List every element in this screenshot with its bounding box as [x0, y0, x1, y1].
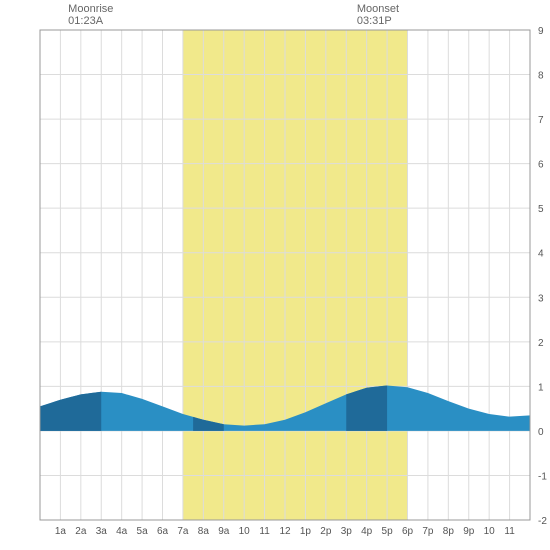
- svg-text:2: 2: [538, 338, 544, 349]
- svg-text:7a: 7a: [177, 526, 189, 537]
- svg-text:2p: 2p: [320, 526, 332, 537]
- svg-text:9p: 9p: [463, 526, 475, 537]
- svg-text:0: 0: [538, 427, 544, 438]
- svg-text:8: 8: [538, 71, 544, 82]
- svg-text:11: 11: [259, 526, 270, 537]
- svg-text:5: 5: [538, 204, 544, 215]
- svg-text:12: 12: [279, 526, 291, 537]
- chart-svg: -2-101234567891a2a3a4a5a6a7a8a9a1011121p…: [0, 0, 550, 550]
- svg-text:1: 1: [538, 382, 544, 393]
- svg-text:7p: 7p: [422, 526, 434, 537]
- svg-text:8p: 8p: [443, 526, 455, 537]
- svg-text:7: 7: [538, 115, 544, 126]
- tide-chart: -2-101234567891a2a3a4a5a6a7a8a9a1011121p…: [0, 0, 550, 550]
- svg-text:6p: 6p: [402, 526, 414, 537]
- moonset-label: Moonset: [357, 3, 399, 15]
- svg-text:5p: 5p: [382, 526, 394, 537]
- svg-text:3: 3: [538, 293, 544, 304]
- moonrise-time: 01:23A: [68, 15, 104, 27]
- svg-text:10: 10: [239, 526, 251, 537]
- svg-text:2a: 2a: [75, 526, 87, 537]
- svg-text:9: 9: [538, 26, 544, 37]
- svg-text:5a: 5a: [137, 526, 149, 537]
- svg-text:10: 10: [484, 526, 496, 537]
- svg-text:9a: 9a: [218, 526, 230, 537]
- svg-text:3p: 3p: [341, 526, 353, 537]
- svg-text:4: 4: [538, 249, 544, 260]
- svg-text:4a: 4a: [116, 526, 128, 537]
- svg-text:1a: 1a: [55, 526, 67, 537]
- moonrise-label: Moonrise: [68, 3, 113, 15]
- svg-text:8a: 8a: [198, 526, 210, 537]
- svg-text:3a: 3a: [96, 526, 108, 537]
- svg-text:1p: 1p: [300, 526, 312, 537]
- svg-text:-1: -1: [538, 471, 547, 482]
- svg-text:6: 6: [538, 160, 544, 171]
- moonset-time: 03:31P: [357, 15, 392, 27]
- svg-text:-2: -2: [538, 516, 547, 527]
- svg-text:11: 11: [504, 526, 515, 537]
- svg-text:4p: 4p: [361, 526, 373, 537]
- svg-text:6a: 6a: [157, 526, 169, 537]
